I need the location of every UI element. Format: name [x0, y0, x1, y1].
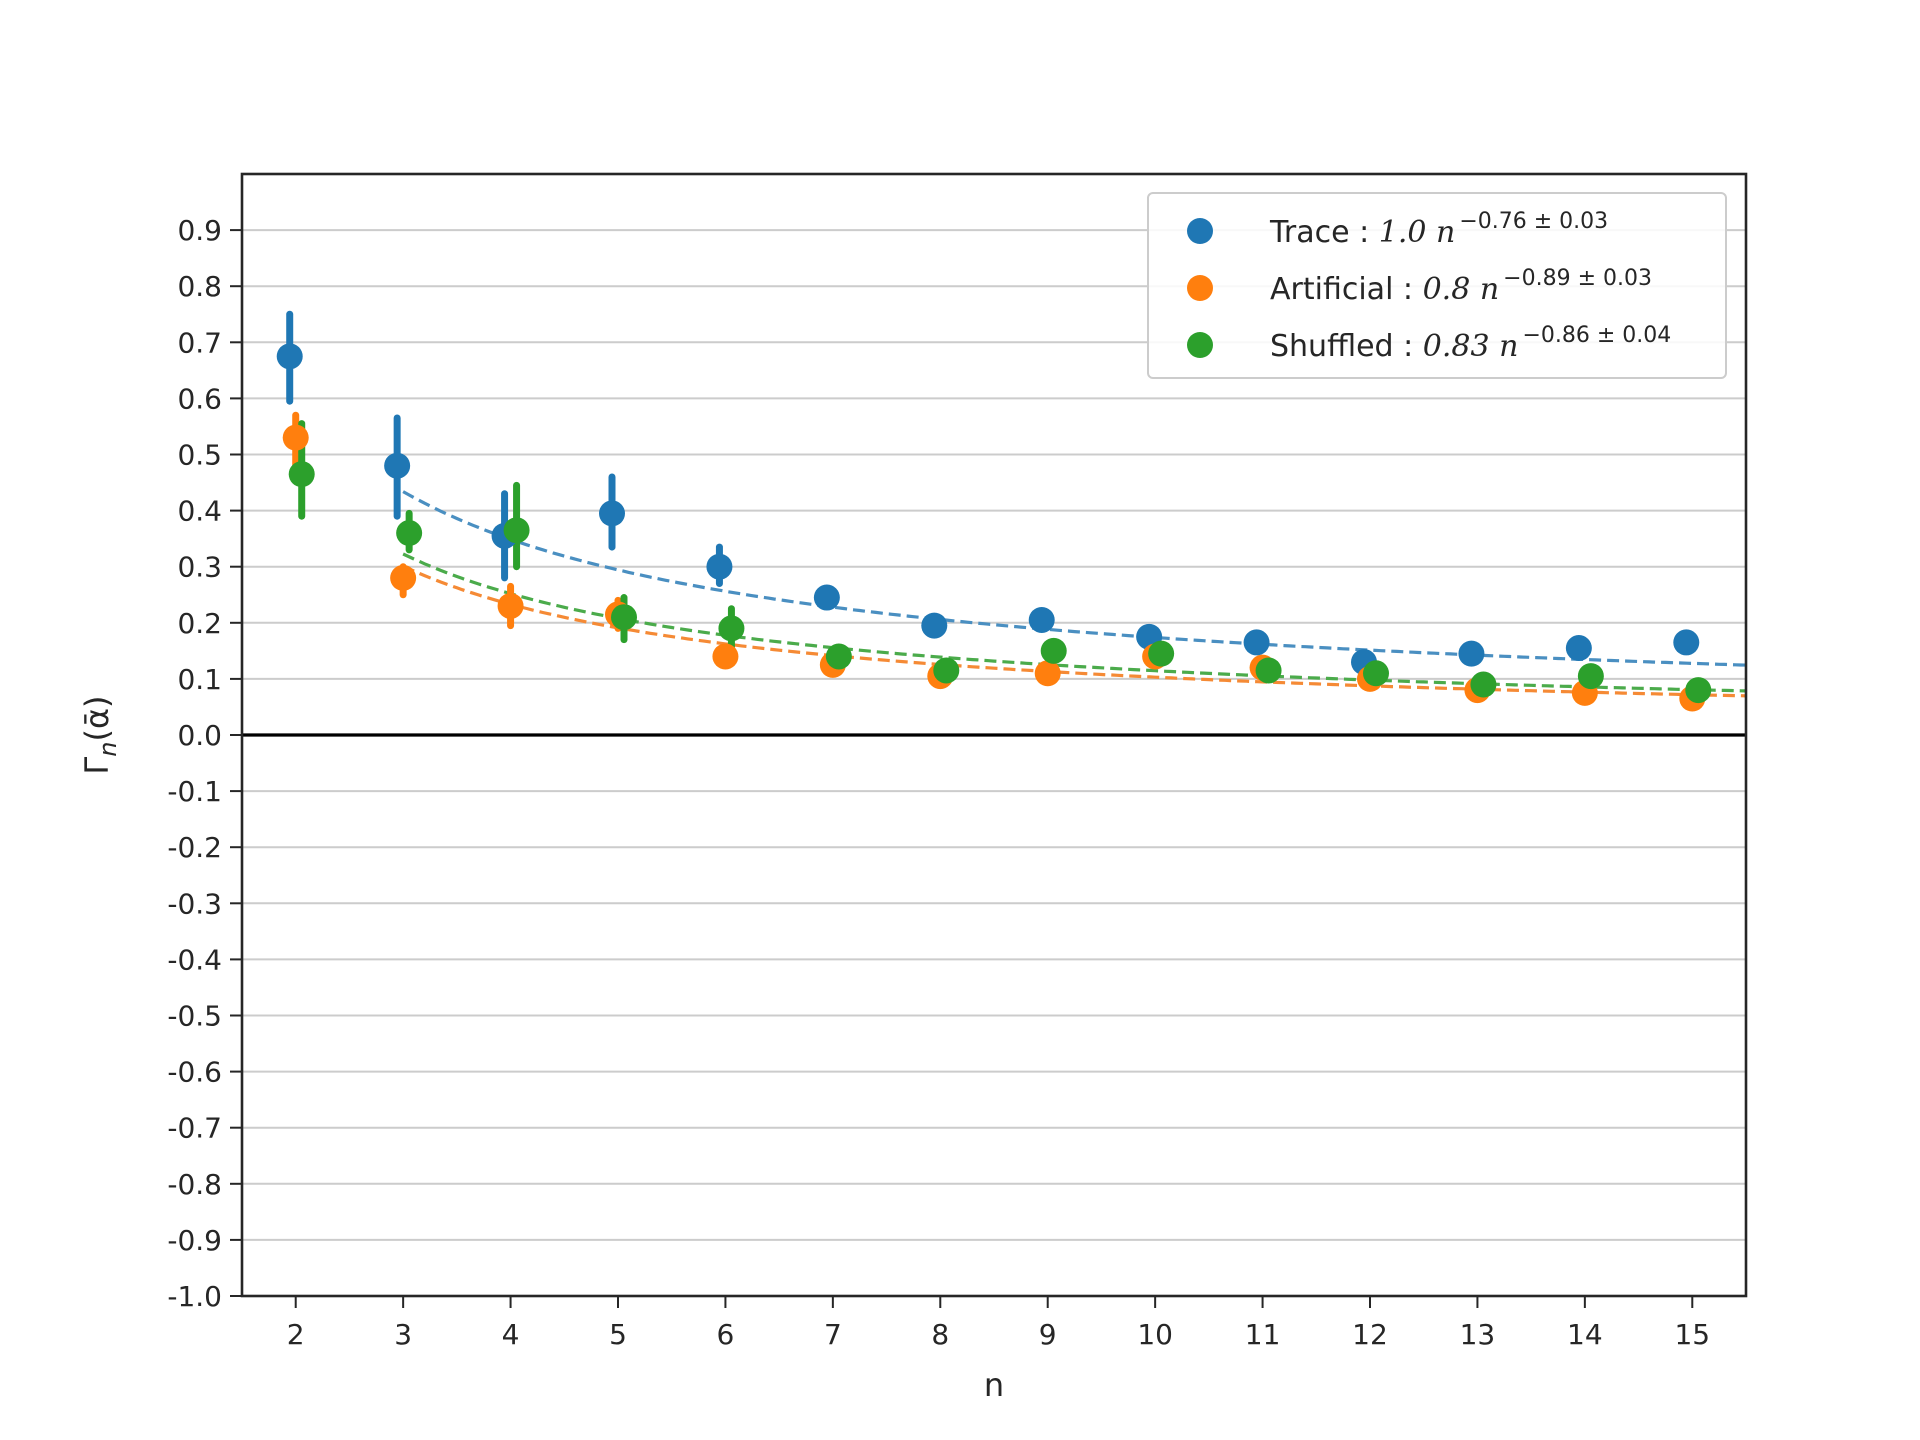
point-shuffled	[1470, 671, 1497, 698]
y-axis-label: Γn(ᾱ)	[78, 695, 122, 774]
y-tick-label: -0.9	[167, 1224, 222, 1257]
y-tick-label: 0.3	[177, 551, 222, 584]
y-tick-label: -0.8	[167, 1168, 222, 1201]
point-trace	[276, 343, 303, 370]
point-shuffled	[1363, 660, 1389, 687]
point-trace	[384, 452, 411, 479]
point-shuffled	[933, 657, 960, 684]
x-tick-label: 14	[1567, 1318, 1603, 1351]
y-tick-label: 0.9	[177, 214, 222, 247]
point-shuffled	[503, 517, 530, 544]
point-trace	[1458, 640, 1485, 667]
y-tick-label: 0.8	[177, 270, 222, 303]
point-trace	[599, 500, 625, 527]
y-tick-label: 0.5	[177, 439, 222, 472]
point-trace	[1565, 635, 1592, 662]
x-tick-label: 6	[717, 1318, 735, 1351]
point-artificial	[390, 564, 417, 591]
y-axis-ticks: -1.0 -0.9 -0.8 -0.7 -0.6 -0.5 -0.4 -0.3 -0.2 -0.1…	[167, 214, 242, 1313]
y-tick-label: 0.0	[177, 719, 222, 752]
y-tick-label: 0.1	[177, 663, 222, 696]
y-tick-label: -0.1	[167, 775, 222, 808]
y-tick-label: 0.2	[177, 607, 222, 640]
legend-label-artificial: Artificial : 0.8 n −0.89 ± 0.03	[1270, 266, 1652, 307]
y-tick-label: -0.5	[167, 1000, 222, 1033]
x-tick-label: 8	[931, 1318, 949, 1351]
fit-curve-trace	[402, 490, 1747, 667]
y-tick-label: -0.6	[167, 1056, 222, 1089]
point-shuffled	[288, 461, 315, 488]
data-points	[276, 343, 1712, 712]
point-trace	[1028, 606, 1055, 633]
x-tick-label: 9	[1039, 1318, 1057, 1351]
y-tick-label: -0.7	[167, 1112, 222, 1145]
legend-box	[1147, 192, 1727, 379]
point-artificial	[1034, 660, 1061, 687]
point-shuffled	[1577, 663, 1604, 690]
x-tick-label: 2	[287, 1318, 305, 1351]
y-tick-label: -0.2	[167, 831, 222, 864]
point-shuffled	[1685, 677, 1712, 704]
point-shuffled	[1040, 637, 1067, 664]
point-artificial	[712, 643, 739, 670]
y-axis-label-sub: n	[94, 742, 122, 757]
x-axis-ticks: 2 3 4 5 6 7 8 9 10 11 12 13 14 15	[287, 1296, 1710, 1351]
x-tick-label: 12	[1352, 1318, 1388, 1351]
point-trace	[1673, 629, 1700, 656]
point-trace	[706, 553, 733, 580]
legend-marker-artificial	[1187, 275, 1213, 301]
x-tick-label: 3	[394, 1318, 412, 1351]
point-shuffled	[718, 615, 745, 642]
point-artificial	[282, 424, 309, 451]
x-tick-label: 15	[1674, 1318, 1710, 1351]
point-shuffled	[611, 604, 637, 631]
x-tick-label: 7	[824, 1318, 842, 1351]
point-trace	[813, 584, 840, 611]
x-tick-label: 4	[502, 1318, 520, 1351]
point-shuffled	[1148, 640, 1175, 667]
point-shuffled	[396, 520, 423, 547]
point-shuffled	[1255, 657, 1282, 684]
point-trace	[1243, 629, 1270, 656]
y-tick-label: -0.3	[167, 887, 222, 920]
y-tick-label: 0.4	[177, 495, 222, 528]
y-axis-label-main: Γ	[78, 757, 116, 775]
y-tick-label: -0.4	[167, 943, 222, 976]
x-tick-label: 13	[1460, 1318, 1496, 1351]
y-tick-label: 0.7	[177, 326, 222, 359]
x-tick-label: 11	[1245, 1318, 1281, 1351]
legend-marker-trace	[1187, 218, 1213, 244]
x-axis-label: n	[984, 1366, 1004, 1404]
point-trace	[921, 612, 948, 639]
point-artificial	[497, 592, 524, 619]
y-axis-label-arg: (ᾱ)	[78, 695, 116, 741]
legend-label-trace: Trace : 1.0 n −0.76 ± 0.03	[1269, 209, 1608, 250]
y-tick-label: 0.6	[177, 382, 222, 415]
legend-marker-shuffled	[1187, 332, 1213, 358]
legend-label-shuffled: Shuffled : 0.83 n −0.86 ± 0.04	[1270, 323, 1671, 364]
x-tick-label: 5	[609, 1318, 627, 1351]
x-tick-label: 10	[1137, 1318, 1173, 1351]
legend: Trace : 1.0 n −0.76 ± 0.03 Artificial : 0.…	[1147, 192, 1727, 379]
point-shuffled	[825, 643, 852, 670]
y-tick-label: -1.0	[167, 1280, 222, 1313]
